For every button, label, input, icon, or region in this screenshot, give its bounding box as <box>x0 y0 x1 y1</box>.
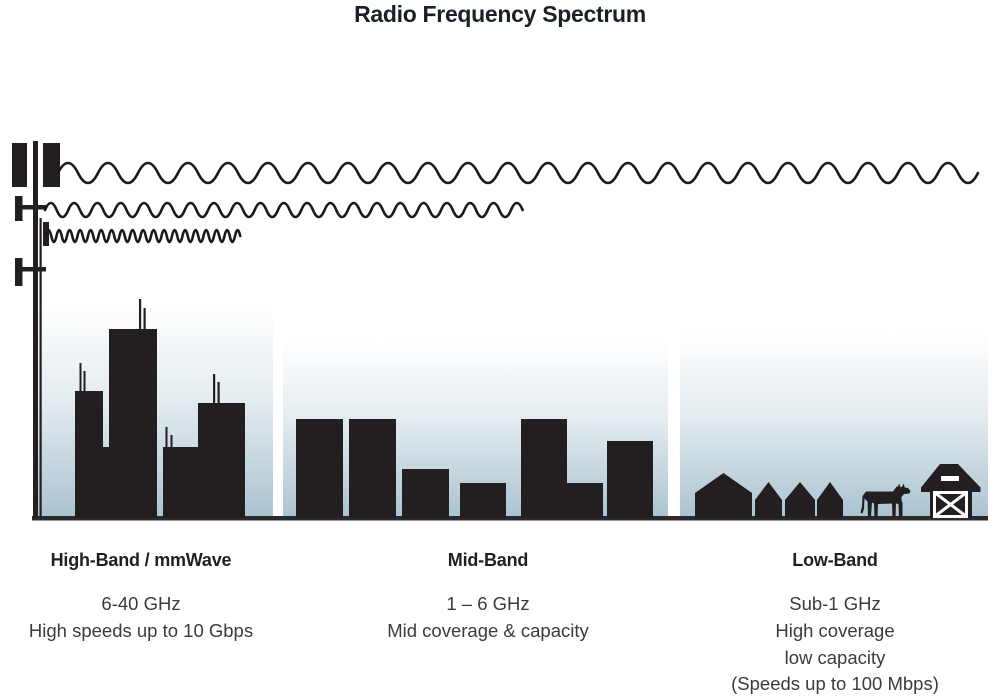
cell-tower-icon <box>12 141 60 518</box>
building <box>460 483 506 518</box>
band-description: High coverage <box>775 619 895 641</box>
rooftop-antenna <box>139 299 142 330</box>
skyscraper <box>109 329 157 518</box>
building <box>607 441 653 518</box>
tower-crossbar-lower <box>16 267 46 272</box>
mid-band-wave-icon <box>43 201 524 219</box>
low-band-scene <box>695 464 981 518</box>
mid-band-buildings <box>296 419 653 518</box>
band-description: low capacity <box>784 646 886 668</box>
band-frequency: Sub-1 GHz <box>789 593 881 614</box>
house <box>817 482 843 518</box>
high-band-skyline <box>75 299 245 518</box>
building <box>296 419 343 518</box>
tower-mast <box>33 141 38 518</box>
band-description: Mid coverage & capacity <box>387 619 589 641</box>
house <box>755 482 782 518</box>
building <box>521 419 567 518</box>
skyscraper <box>103 447 109 518</box>
band-label-low: Low-Band Sub-1 GHz High coverage low cap… <box>710 550 960 698</box>
rooftop-antenna <box>79 363 82 392</box>
building <box>349 419 396 518</box>
skyscraper <box>163 447 198 518</box>
tower-mast-secondary <box>39 218 42 518</box>
antenna-panel-left <box>12 143 27 187</box>
barn-loft-vent <box>941 476 959 481</box>
rooftop-antenna <box>213 374 216 404</box>
skyscraper <box>75 391 103 518</box>
house <box>695 473 752 518</box>
building <box>402 469 449 518</box>
band-description: High speeds up to 10 Gbps <box>28 619 254 641</box>
skyscraper <box>198 403 245 518</box>
band-heading: Low-Band <box>792 550 878 570</box>
diagram-title: Radio Frequency Spectrum <box>354 1 646 27</box>
antenna-small-upper <box>15 196 23 221</box>
band-heading: Mid-Band <box>447 550 529 570</box>
band-label-mid: Mid-Band 1 – 6 GHz Mid coverage & capaci… <box>363 550 613 645</box>
rooftop-antenna <box>165 427 168 448</box>
rooftop-antenna <box>217 382 220 404</box>
house <box>785 482 815 518</box>
high-band-wave-icon <box>44 228 242 244</box>
band-label-high: High-Band / mmWave 6-40 GHz High speeds … <box>16 550 266 645</box>
building <box>567 483 603 518</box>
radio-waves <box>43 161 980 244</box>
low-band-wave-icon <box>56 161 980 185</box>
band-description: (Speeds up to 100 Mbps) <box>731 673 939 695</box>
rooftop-antenna <box>170 435 173 448</box>
antenna-small-lower <box>15 258 23 286</box>
band-frequency: 1 – 6 GHz <box>446 593 530 614</box>
tower-crossbar-upper <box>16 205 46 210</box>
rooftop-antenna <box>143 308 146 330</box>
rooftop-antenna <box>83 371 86 392</box>
ground-line <box>32 516 988 521</box>
barn-door-cross-brace <box>933 491 968 518</box>
band-heading: High-Band / mmWave <box>50 550 232 570</box>
cow-icon <box>860 483 911 518</box>
barn-icon <box>921 464 981 518</box>
antenna-panel-right <box>43 143 60 187</box>
band-frequency: 6-40 GHz <box>101 593 181 614</box>
barn-door-frame <box>933 491 968 518</box>
